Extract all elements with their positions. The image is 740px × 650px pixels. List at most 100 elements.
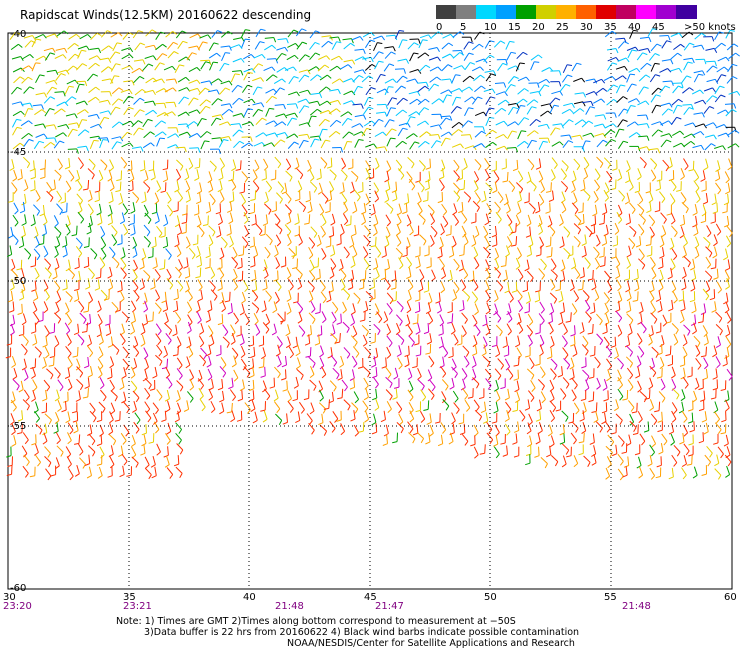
- wind-barb: [318, 182, 323, 192]
- wind-barb-feather: [425, 167, 431, 170]
- wind-barb: [264, 37, 274, 39]
- wind-barb-feather: [524, 407, 530, 411]
- wind-barb-feather: [402, 109, 408, 114]
- wind-barb: [363, 202, 367, 212]
- wind-barb: [529, 357, 535, 366]
- wind-barb: [626, 105, 632, 114]
- wind-barb: [594, 356, 601, 365]
- wind-barb-feather: [150, 142, 155, 147]
- wind-barb-feather: [276, 242, 282, 247]
- wind-barb: [287, 278, 294, 287]
- wind-barb: [485, 73, 492, 82]
- wind-barb-feather: [216, 89, 220, 95]
- wind-barb: [495, 401, 499, 411]
- wind-barb: [472, 270, 475, 280]
- wind-barb-feather: [41, 232, 47, 237]
- wind-barb-feather: [116, 179, 122, 182]
- wind-barb: [506, 201, 511, 211]
- wind-barb-feather: [10, 331, 15, 336]
- wind-barb: [670, 52, 678, 60]
- wind-barb: [35, 423, 43, 431]
- wind-barb-feather: [486, 253, 491, 259]
- wind-barb: [353, 292, 361, 300]
- wind-barb: [662, 159, 670, 168]
- wind-barb-feather: [130, 210, 136, 214]
- wind-barb-feather: [135, 296, 140, 302]
- wind-barb: [373, 356, 377, 366]
- wind-barb: [539, 366, 546, 375]
- wind-barb-feather: [324, 199, 329, 204]
- wind-barb-feather: [162, 245, 168, 249]
- wind-barb-feather: [115, 63, 121, 66]
- wind-barb: [517, 130, 522, 140]
- wind-barb-feather: [179, 386, 184, 392]
- wind-barb-feather: [414, 343, 420, 346]
- wind-barb: [296, 301, 304, 310]
- wind-barb-feather: [703, 342, 709, 346]
- wind-barb-feather: [43, 133, 48, 139]
- wind-barb-feather: [249, 245, 255, 248]
- wind-barb: [658, 401, 661, 411]
- wind-barb: [318, 380, 324, 390]
- wind-barb: [375, 366, 378, 377]
- wind-barb: [110, 213, 113, 223]
- wind-barb: [24, 248, 32, 256]
- wind-barb: [627, 98, 637, 103]
- wind-barb-feather: [336, 419, 342, 422]
- wind-barb: [343, 201, 349, 211]
- wind-barb-feather: [291, 117, 297, 120]
- wind-barb-feather: [28, 65, 33, 70]
- wind-barb-feather: [614, 230, 620, 235]
- wind-barb-feather: [538, 91, 542, 97]
- wind-barb-feather: [323, 163, 328, 169]
- wind-barb: [98, 466, 103, 476]
- wind-barb-feather: [263, 200, 269, 204]
- wind-barb: [46, 181, 53, 190]
- wind-barb: [87, 278, 91, 288]
- wind-barb: [343, 399, 351, 407]
- wind-barb-feather: [301, 332, 306, 337]
- wind-barb: [706, 445, 713, 454]
- wind-barb: [715, 182, 722, 191]
- wind-barb: [526, 270, 534, 279]
- wind-barb: [561, 335, 568, 344]
- wind-barb-feather: [65, 268, 71, 272]
- wind-barb: [451, 313, 454, 323]
- wind-barb-feather: [69, 475, 74, 481]
- wind-barb-feather: [694, 177, 700, 182]
- wind-barb-feather: [102, 408, 106, 414]
- wind-barb: [86, 322, 89, 332]
- wind-barb: [673, 43, 681, 51]
- wind-barb: [706, 65, 714, 73]
- wind-barb-feather: [205, 255, 211, 259]
- wind-barb: [21, 410, 24, 420]
- wind-barb-feather: [422, 166, 426, 172]
- wind-barb: [22, 226, 26, 236]
- wind-barb: [725, 399, 730, 409]
- wind-barb: [614, 336, 617, 346]
- wind-barb: [384, 246, 387, 256]
- wind-barb-feather: [520, 105, 526, 107]
- wind-barb-feather: [92, 73, 99, 77]
- wind-barb: [54, 245, 59, 255]
- wind-barb: [453, 182, 460, 190]
- wind-barb-feather: [519, 62, 525, 65]
- wind-barb-feather: [55, 69, 59, 75]
- wind-barb: [658, 391, 666, 399]
- wind-barb-feather: [364, 253, 369, 259]
- wind-barb: [64, 322, 71, 331]
- wind-barb: [187, 191, 191, 201]
- wind-barb: [108, 434, 117, 442]
- wind-barb-feather: [525, 235, 531, 238]
- wind-barb: [628, 245, 632, 255]
- wind-barb-feather: [42, 398, 48, 402]
- wind-barb-feather: [437, 310, 442, 314]
- wind-barb: [55, 412, 60, 421]
- wind-barb-feather: [81, 119, 88, 121]
- wind-barb-feather: [631, 411, 637, 414]
- wind-barb: [615, 255, 621, 265]
- wind-barb: [486, 302, 491, 312]
- wind-barb-feather: [41, 104, 44, 110]
- wind-barb: [177, 190, 184, 199]
- wind-barb-feather: [347, 117, 353, 121]
